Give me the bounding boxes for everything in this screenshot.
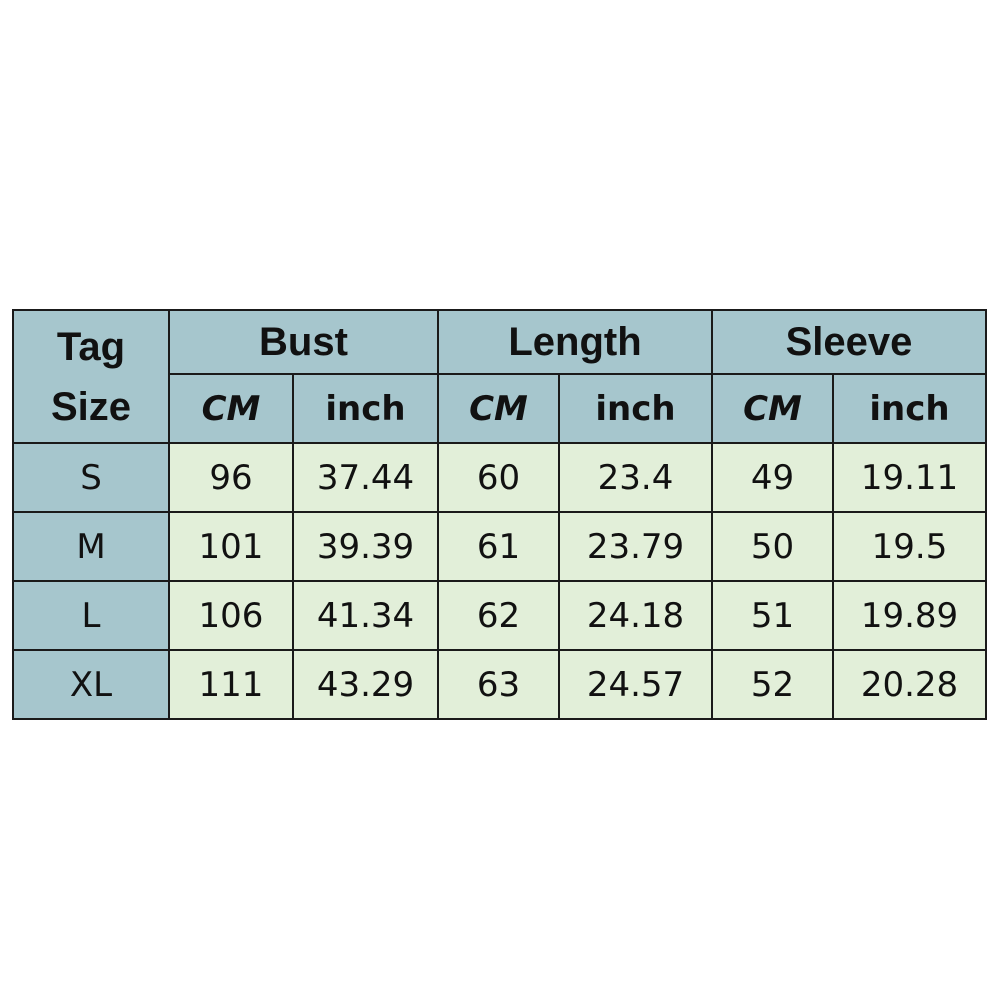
sleeve-cm-header: CM — [711, 373, 834, 444]
length-inch-header: inch — [558, 373, 713, 444]
value-cell: 101 — [168, 511, 294, 582]
value-cell: 24.57 — [558, 649, 713, 720]
value-cell: 41.34 — [292, 580, 439, 651]
value-cell: 20.28 — [832, 649, 987, 720]
bust-inch-header: inch — [292, 373, 439, 444]
table-row: XL 111 43.29 63 24.57 52 20.28 — [12, 649, 987, 720]
table-row: L 106 41.34 62 24.18 51 19.89 — [12, 580, 987, 651]
value-cell: 43.29 — [292, 649, 439, 720]
value-cell: 62 — [437, 580, 560, 651]
value-cell: 19.11 — [832, 442, 987, 513]
tag-label: Tag — [56, 324, 126, 369]
value-cell: 24.18 — [558, 580, 713, 651]
size-cell: S — [12, 442, 170, 513]
length-header: Length — [437, 309, 713, 375]
size-cell: M — [12, 511, 170, 582]
tag-size-header: Tag Size — [12, 309, 170, 444]
value-cell: 19.89 — [832, 580, 987, 651]
value-cell: 96 — [168, 442, 294, 513]
table-row: S 96 37.44 60 23.4 49 19.11 — [12, 442, 987, 513]
value-cell: 60 — [437, 442, 560, 513]
value-cell: 50 — [711, 511, 834, 582]
value-cell: 106 — [168, 580, 294, 651]
value-cell: 51 — [711, 580, 834, 651]
size-cell: L — [12, 580, 170, 651]
value-cell: 52 — [711, 649, 834, 720]
sleeve-inch-header: inch — [832, 373, 987, 444]
value-cell: 19.5 — [832, 511, 987, 582]
value-cell: 111 — [168, 649, 294, 720]
value-cell: 49 — [711, 442, 834, 513]
value-cell: 23.79 — [558, 511, 713, 582]
value-cell: 61 — [437, 511, 560, 582]
value-cell: 63 — [437, 649, 560, 720]
bust-cm-header: CM — [168, 373, 294, 444]
value-cell: 23.4 — [558, 442, 713, 513]
size-chart-table: Tag Size Bust Length Sleeve CM inch CM i… — [12, 309, 987, 720]
value-cell: 39.39 — [292, 511, 439, 582]
size-cell: XL — [12, 649, 170, 720]
table-row: M 101 39.39 61 23.79 50 19.5 — [12, 511, 987, 582]
size-label: Size — [50, 384, 132, 429]
sleeve-header: Sleeve — [711, 309, 987, 375]
value-cell: 37.44 — [292, 442, 439, 513]
bust-header: Bust — [168, 309, 439, 375]
length-cm-header: CM — [437, 373, 560, 444]
